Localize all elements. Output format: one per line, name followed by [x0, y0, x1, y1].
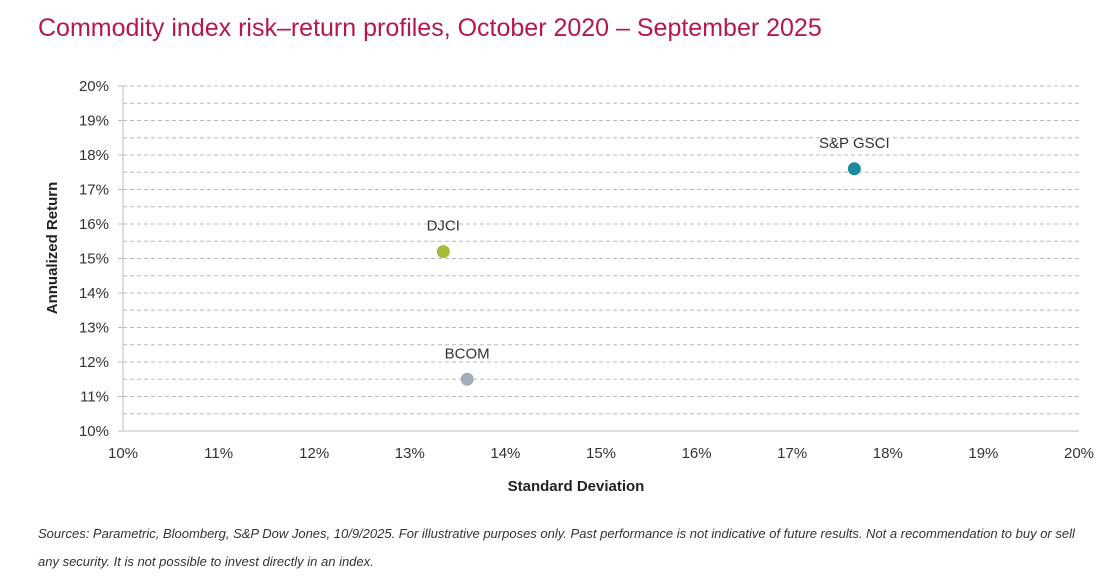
data-point: [460, 372, 474, 386]
source-note: Sources: Parametric, Bloomberg, S&P Dow …: [38, 526, 1075, 569]
point-label: BCOM: [445, 345, 490, 362]
x-tick-label: 17%: [777, 445, 807, 462]
y-tick-label: 16%: [79, 216, 109, 233]
y-tick-label: 12%: [79, 354, 109, 371]
x-tick-label: 20%: [1064, 445, 1094, 462]
point-label: S&P GSCI: [819, 135, 890, 152]
x-tick-label: 19%: [968, 445, 998, 462]
y-tick-label: 10%: [79, 423, 109, 440]
y-tick-label: 19%: [79, 113, 109, 130]
x-tick-label: 18%: [873, 445, 903, 462]
point-label: DJCI: [427, 218, 460, 235]
y-tick-label: 13%: [79, 320, 109, 337]
y-tick-label: 14%: [79, 285, 109, 302]
x-tick-label: 14%: [490, 445, 520, 462]
chart-title: Commodity index risk–return profiles, Oc…: [38, 14, 822, 42]
x-tick-label: 15%: [586, 445, 616, 462]
y-tick-label: 20%: [79, 78, 109, 95]
data-point: [436, 245, 450, 259]
y-tick-labels: 20% 19% 18% 17% 16% 15% 14% 13% 12% 11% 10%: [79, 78, 109, 440]
y-tick-label: 18%: [79, 147, 109, 164]
x-axis-label: Standard Deviation: [508, 478, 645, 495]
y-tick-label: 11%: [80, 389, 109, 406]
x-tick-label: 10%: [108, 445, 138, 462]
x-tick-label: 11%: [204, 445, 233, 462]
gridlines: [123, 85, 1079, 415]
axes: [118, 85, 1079, 432]
x-tick-labels: 10% 11% 12% 13% 14% 15% 16% 17% 18% 19% 20%: [108, 445, 1094, 462]
x-tick-label: 13%: [395, 445, 425, 462]
data-points: S&P GSCI DJCI BCOM: [427, 135, 890, 386]
data-point: [847, 162, 861, 176]
x-tick-label: 16%: [682, 445, 712, 462]
y-tick-label: 15%: [79, 251, 109, 268]
y-tick-label: 17%: [79, 182, 109, 199]
y-axis-label: Annualized Return: [44, 182, 61, 315]
scatter-chart: 10% 11% 12% 13% 14% 15% 16% 17% 18% 19% 20% 20% 19%…: [44, 78, 1094, 495]
x-tick-label: 12%: [299, 445, 329, 462]
